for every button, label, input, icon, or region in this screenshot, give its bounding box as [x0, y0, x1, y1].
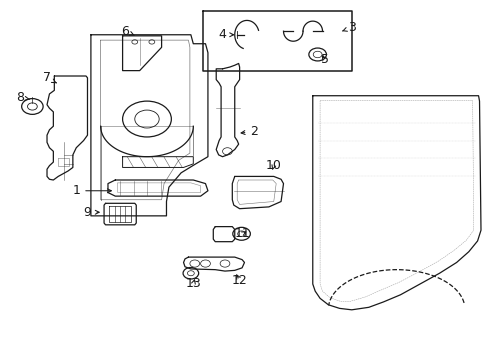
Text: 6: 6 [121, 25, 134, 38]
Text: 8: 8 [16, 91, 30, 104]
Text: 10: 10 [265, 159, 281, 172]
Text: 9: 9 [83, 206, 99, 219]
Text: 12: 12 [231, 274, 247, 287]
Text: 5: 5 [320, 53, 328, 66]
Text: 7: 7 [43, 71, 56, 84]
Text: 2: 2 [241, 125, 258, 138]
Text: 4: 4 [218, 28, 233, 41]
Text: 1: 1 [72, 184, 111, 197]
Text: 13: 13 [185, 278, 201, 291]
Text: 11: 11 [234, 227, 249, 240]
Text: 3: 3 [342, 21, 355, 34]
